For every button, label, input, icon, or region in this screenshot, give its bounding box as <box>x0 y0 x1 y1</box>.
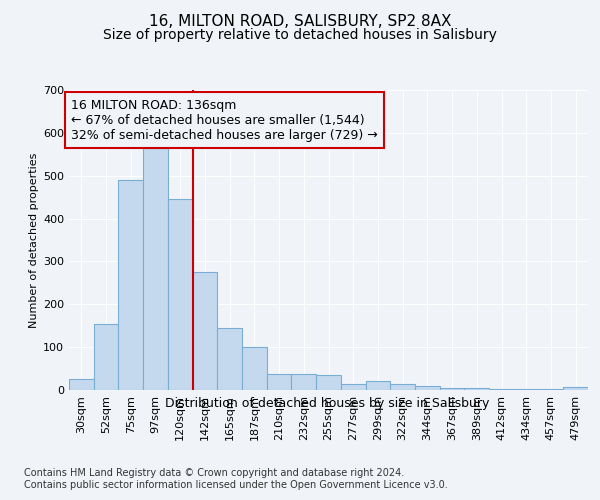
Bar <box>539 389 563 390</box>
Bar <box>168 200 193 390</box>
Bar <box>365 382 390 390</box>
Text: Size of property relative to detached houses in Salisbury: Size of property relative to detached ho… <box>103 28 497 42</box>
Bar <box>563 386 588 390</box>
Text: Contains public sector information licensed under the Open Government Licence v3: Contains public sector information licen… <box>24 480 448 490</box>
Bar <box>193 272 217 390</box>
Bar <box>217 328 242 390</box>
Bar <box>415 386 440 390</box>
Text: 16 MILTON ROAD: 136sqm
← 67% of detached houses are smaller (1,544)
32% of semi-: 16 MILTON ROAD: 136sqm ← 67% of detached… <box>71 98 378 142</box>
Bar <box>464 388 489 390</box>
Bar <box>316 375 341 390</box>
Bar <box>143 148 168 390</box>
Text: Distribution of detached houses by size in Salisbury: Distribution of detached houses by size … <box>165 398 489 410</box>
Bar <box>390 384 415 390</box>
Bar <box>267 374 292 390</box>
Text: 16, MILTON ROAD, SALISBURY, SP2 8AX: 16, MILTON ROAD, SALISBURY, SP2 8AX <box>149 14 451 29</box>
Bar <box>118 180 143 390</box>
Bar <box>341 384 365 390</box>
Bar <box>69 380 94 390</box>
Bar <box>440 388 464 390</box>
Bar <box>489 388 514 390</box>
Text: Contains HM Land Registry data © Crown copyright and database right 2024.: Contains HM Land Registry data © Crown c… <box>24 468 404 477</box>
Bar <box>292 374 316 390</box>
Bar <box>94 324 118 390</box>
Bar <box>242 347 267 390</box>
Y-axis label: Number of detached properties: Number of detached properties <box>29 152 39 328</box>
Bar <box>514 389 539 390</box>
